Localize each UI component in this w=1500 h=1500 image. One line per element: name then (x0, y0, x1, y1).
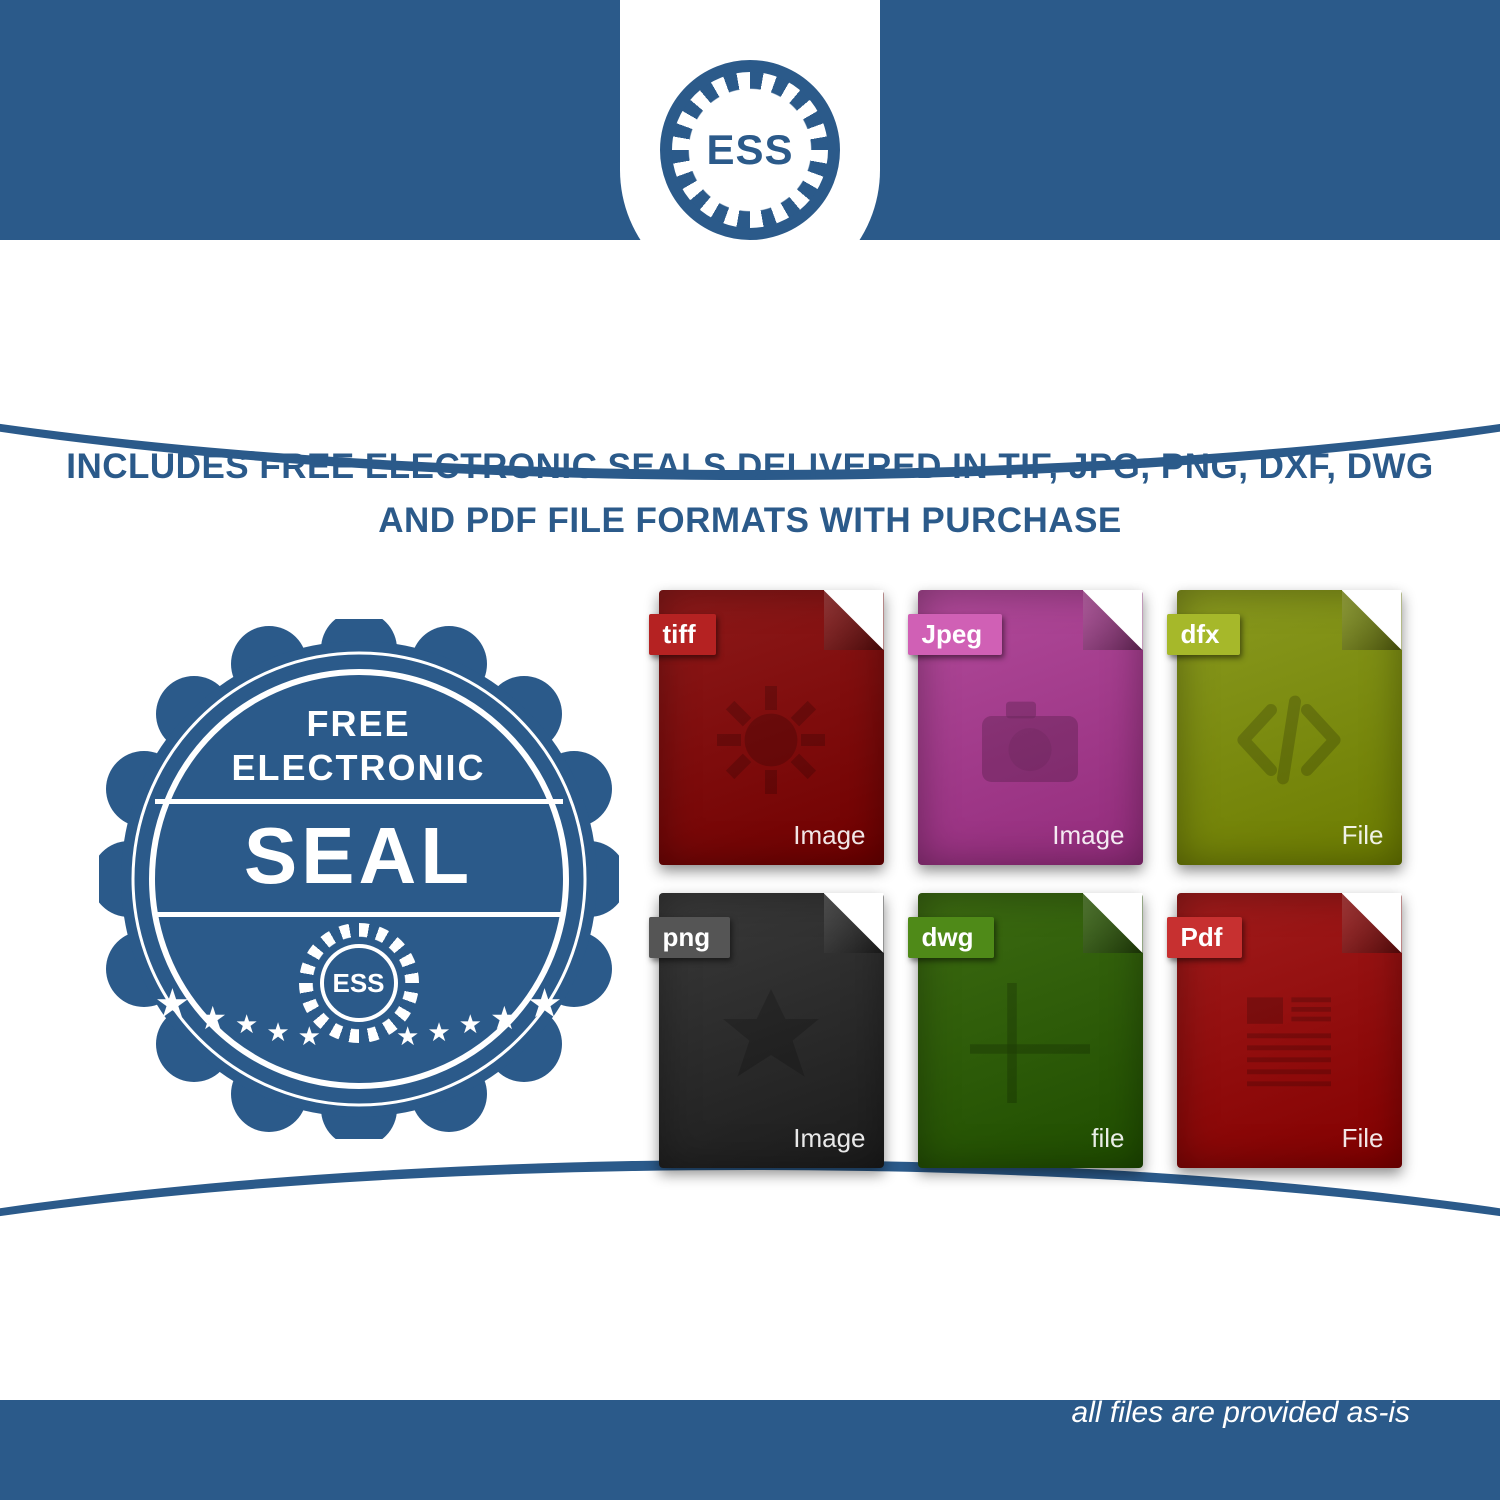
seal-divider (155, 799, 563, 804)
file-tab-label: dfx (1167, 614, 1240, 655)
seal-divider-2 (155, 912, 563, 917)
file-tab-label: dwg (908, 917, 994, 958)
file-footer-label: File (1342, 1123, 1384, 1154)
headline-text: INCLUDES FREE ELECTRONIC SEALS DELIVERED… (60, 440, 1440, 549)
seal-inner: FREE ELECTRONIC SEAL ★★★★★ ★★★★★ ESS (149, 669, 569, 1089)
logo-text: ESS (695, 95, 805, 205)
file-icon-dwg: dwgfile (918, 893, 1143, 1168)
starburst-icon (711, 983, 831, 1103)
seal-badge: FREE ELECTRONIC SEAL ★★★★★ ★★★★★ ESS (99, 619, 619, 1139)
gear-icon (711, 680, 831, 800)
gear-logo-icon: ESS (660, 60, 840, 240)
footnote-text: all files are provided as-is (1072, 1396, 1410, 1430)
seal-gear-text: ESS (320, 944, 398, 1022)
file-tab-label: Pdf (1167, 917, 1243, 958)
seal-line2: ELECTRONIC (232, 747, 486, 789)
file-footer-label: Image (793, 820, 865, 851)
file-footer-label: File (1342, 820, 1384, 851)
file-icon-tiff: tiffImage (659, 590, 884, 865)
document-icon (1229, 983, 1349, 1103)
file-tab-label: tiff (649, 614, 716, 655)
file-icon-grid: tiffImageJpegImagedfxFilepngImagedwgfile… (659, 590, 1402, 1168)
camera-icon (970, 680, 1090, 800)
file-footer-label: Image (1052, 820, 1124, 851)
seal-line1: FREE (306, 703, 410, 745)
file-tab-label: Jpeg (908, 614, 1003, 655)
file-icon-pdf: PdfFile (1177, 893, 1402, 1168)
content-row: FREE ELECTRONIC SEAL ★★★★★ ★★★★★ ESS tif… (0, 590, 1500, 1168)
bottom-arc-line (0, 1160, 1500, 1380)
file-icon-png: pngImage (659, 893, 884, 1168)
seal-gear-icon: ESS (299, 923, 419, 1043)
file-icon-jpeg: JpegImage (918, 590, 1143, 865)
file-tab-label: png (649, 917, 731, 958)
logo-container: ESS (620, 0, 880, 300)
file-footer-label: file (1091, 1123, 1124, 1154)
seal-line3: SEAL (244, 810, 473, 902)
grid-icon (970, 983, 1090, 1103)
file-footer-label: Image (793, 1123, 865, 1154)
code-icon (1229, 680, 1349, 800)
file-icon-dfx: dfxFile (1177, 590, 1402, 865)
